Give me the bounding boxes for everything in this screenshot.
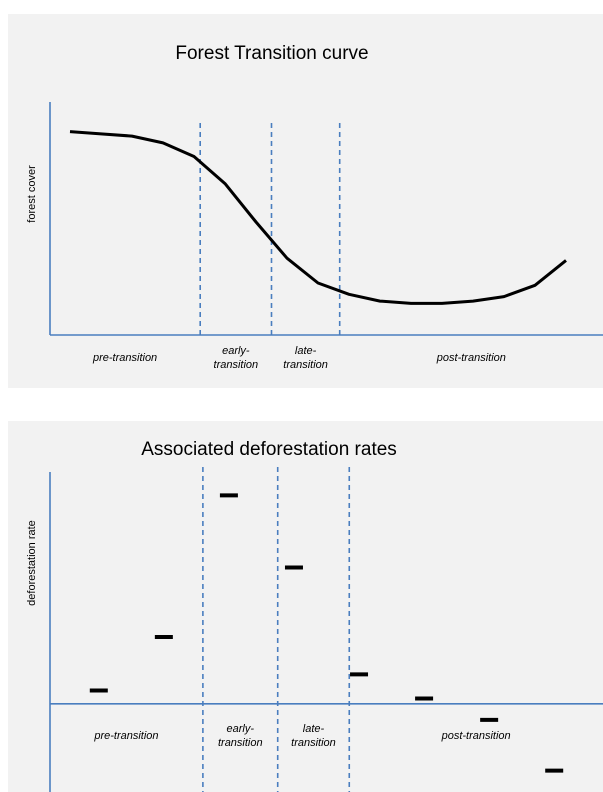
- phase-label-line: transition: [291, 737, 336, 749]
- phase-label-line: transition: [283, 359, 328, 371]
- phase-label-line: late-: [295, 345, 317, 357]
- phase-label-line: post-transition: [441, 730, 511, 742]
- phase-label-line: post-transition: [436, 352, 506, 364]
- y-axis-label: forest cover: [26, 165, 38, 223]
- phase-label-line: late-: [303, 723, 325, 735]
- phase-label: pre-transition: [92, 352, 157, 364]
- phase-dividers: [202, 467, 351, 792]
- forest-transition-panel: Forest Transition curve forest cover pre…: [8, 14, 603, 388]
- phase-label: post-transition: [441, 730, 511, 742]
- phase-label: late-transition: [291, 723, 336, 749]
- y-axis-label: deforestation rate: [26, 520, 38, 606]
- phase-label-line: transition: [214, 359, 259, 371]
- phase-labels: pre-transitionearly-transitionlate-trans…: [92, 345, 506, 371]
- rate-markers: [89, 493, 564, 773]
- phase-label-line: transition: [218, 737, 263, 749]
- phase-dividers: [199, 123, 341, 335]
- phase-label: post-transition: [436, 352, 506, 364]
- phase-label-line: early-: [227, 723, 255, 735]
- phase-label: late-transition: [283, 345, 328, 371]
- forest-cover-line: [69, 130, 567, 305]
- phase-labels: pre-transitionearly-transitionlate-trans…: [93, 723, 510, 749]
- chart-title: Forest Transition curve: [175, 43, 368, 64]
- phase-label: early-transition: [214, 345, 259, 371]
- phase-label-line: pre-transition: [92, 352, 157, 364]
- chart-title: Associated deforestation rates: [141, 439, 397, 460]
- deforestation-rates-panel: Associated deforestation rates deforesta…: [8, 421, 603, 792]
- forest-transition-chart: Forest Transition curve forest cover pre…: [26, 43, 603, 371]
- deforestation-rates-chart: Associated deforestation rates deforesta…: [26, 439, 603, 792]
- phase-label: early-transition: [218, 723, 263, 749]
- phase-label-line: early-: [222, 345, 250, 357]
- phase-label-line: pre-transition: [93, 730, 158, 742]
- phase-label: pre-transition: [93, 730, 158, 742]
